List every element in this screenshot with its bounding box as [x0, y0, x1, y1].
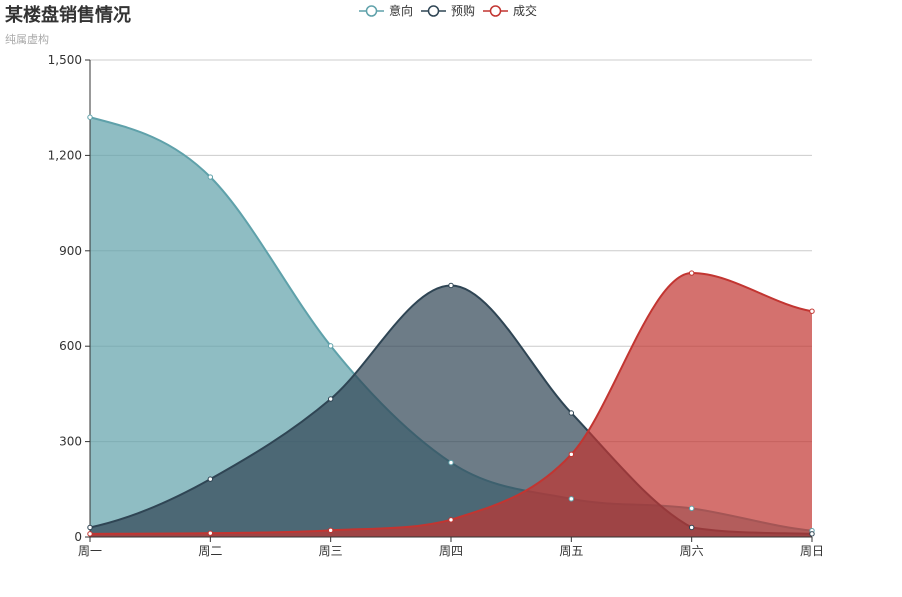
legend-label-presale: 预购 — [451, 4, 476, 18]
y-tick-label: 1,500 — [48, 53, 82, 67]
x-tick-label: 周五 — [559, 544, 583, 558]
legend-item-deal[interactable]: 成交 — [483, 2, 537, 19]
data-point-intent-2 — [327, 343, 334, 349]
legend: 意向 预购 成交 — [359, 2, 537, 19]
data-point-deal-0 — [87, 531, 93, 537]
data-point-intent-1 — [207, 174, 214, 180]
data-point-presale-0 — [87, 524, 93, 531]
data-point-presale-6 — [809, 531, 815, 537]
series-area-intent — [90, 117, 812, 538]
legend-item-intent[interactable]: 意向 — [359, 2, 413, 19]
y-tick-label: 0 — [74, 530, 82, 544]
data-point-intent-3 — [448, 459, 454, 466]
chart-title: 某楼盘销售情况 — [5, 5, 131, 26]
x-tick-label: 周一 — [78, 544, 102, 558]
x-tick-label: 周二 — [198, 544, 222, 558]
series-area-presale — [90, 285, 812, 537]
data-point-deal-1 — [207, 530, 214, 536]
series-layer — [89, 116, 813, 538]
y-tick-label: 1,200 — [48, 148, 82, 162]
data-point-intent-4 — [568, 496, 575, 502]
x-tick-label: 周三 — [319, 544, 343, 558]
legend-swatch-deal — [483, 4, 509, 17]
x-tick-label: 周日 — [800, 544, 824, 558]
data-point-deal-2 — [327, 527, 334, 534]
data-point-deal-5 — [688, 270, 695, 276]
y-tick-label: 600 — [59, 339, 82, 353]
axes: 0 300 600 900 1,200 1,500 周一 周二 周三 周四 周五 周六 周日 — [48, 53, 824, 558]
data-point-presale-2 — [327, 396, 334, 402]
chart-subtitle: 纯属虚构 — [5, 33, 49, 46]
legend-label-deal: 成交 — [513, 4, 538, 18]
y-tick-label: 300 — [59, 435, 82, 449]
legend-label-intent: 意向 — [389, 4, 414, 18]
legend-swatch-presale — [421, 4, 447, 17]
data-point-presale-3 — [448, 282, 454, 289]
data-point-presale-4 — [568, 410, 575, 416]
data-point-presale-1 — [207, 476, 214, 482]
data-point-intent-5 — [688, 505, 695, 512]
data-point-deal-6 — [809, 308, 815, 314]
legend-swatch-intent — [359, 4, 384, 17]
data-point-deal-4 — [568, 451, 575, 458]
data-point-intent-0 — [87, 114, 93, 120]
x-tick-label: 周六 — [680, 544, 704, 558]
data-point-deal-3 — [448, 517, 454, 523]
data-point-presale-5 — [688, 524, 695, 531]
points-layer — [87, 114, 815, 537]
series-area-deal — [90, 273, 812, 537]
legend-item-presale[interactable]: 预购 — [421, 2, 475, 19]
x-tick-label: 周四 — [439, 544, 463, 558]
y-tick-label: 900 — [59, 244, 82, 258]
